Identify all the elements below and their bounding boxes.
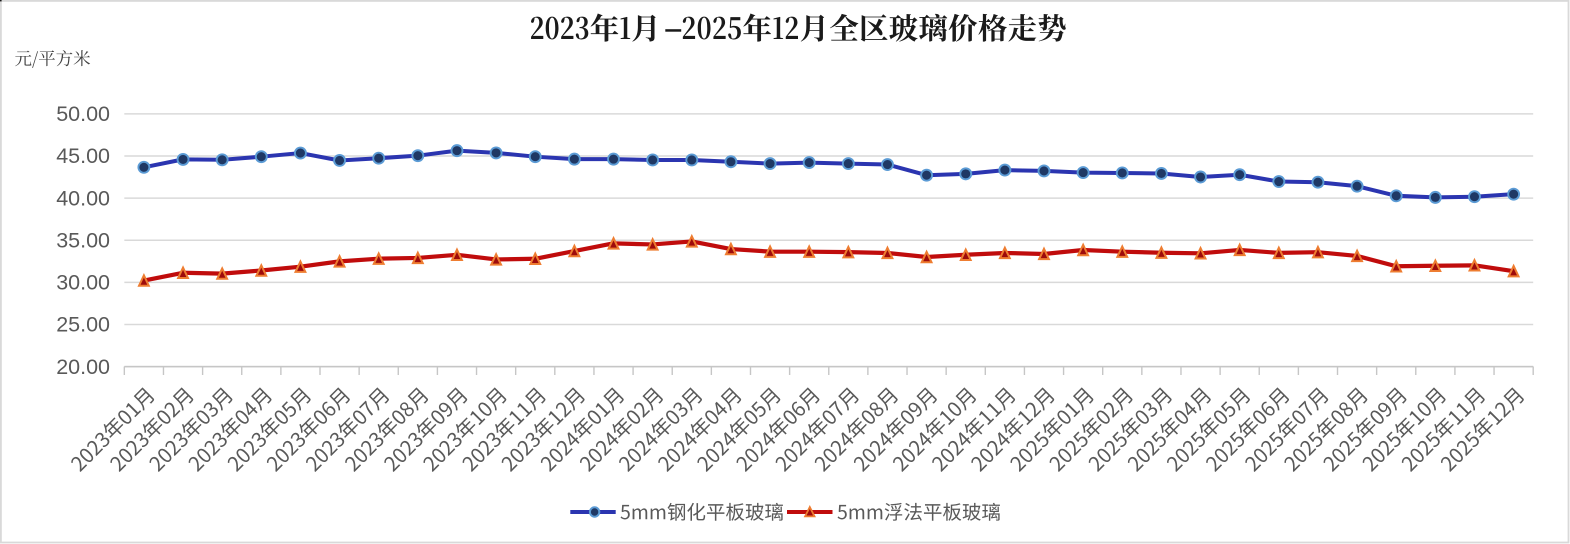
svg-text:25.00: 25.00 [56, 313, 110, 337]
svg-text:45.00: 45.00 [56, 144, 110, 168]
svg-text:50.00: 50.00 [56, 102, 110, 126]
svg-text:40.00: 40.00 [56, 186, 110, 210]
svg-text:30.00: 30.00 [56, 271, 110, 295]
svg-text:35.00: 35.00 [56, 228, 110, 252]
svg-text:20.00: 20.00 [56, 355, 110, 379]
